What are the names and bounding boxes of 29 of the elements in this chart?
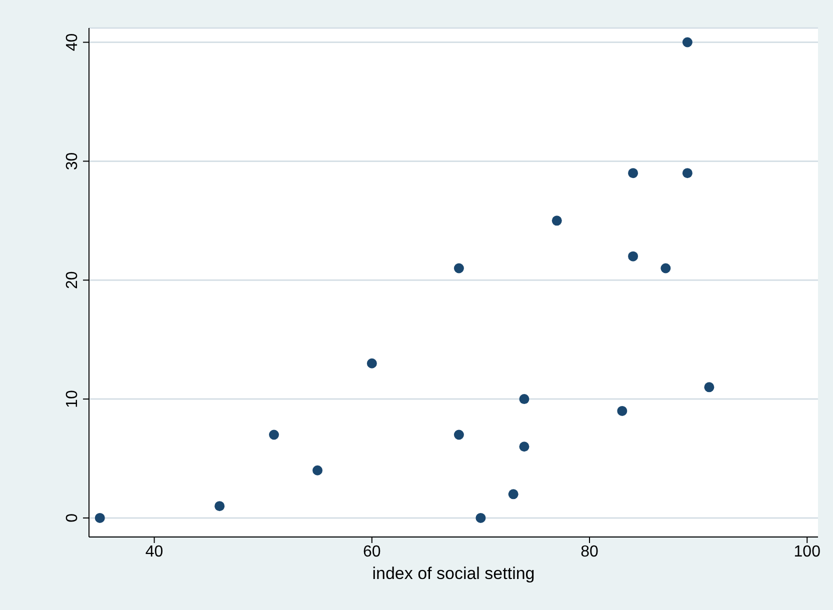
point [628, 168, 638, 178]
point [519, 442, 530, 452]
point [704, 382, 714, 392]
point [454, 430, 464, 440]
point [366, 358, 377, 368]
y-tick-label: 0 [64, 513, 81, 522]
point [617, 406, 628, 416]
point [682, 37, 692, 48]
point [552, 216, 562, 226]
point [628, 251, 638, 262]
point [312, 465, 322, 476]
point [214, 501, 225, 512]
point [682, 168, 692, 178]
point [454, 263, 464, 274]
x-tick-label: 100 [794, 543, 821, 560]
y-tick-label: 10 [64, 390, 81, 408]
y-tick-label: 30 [64, 152, 81, 170]
y-tick-label: 20 [64, 271, 81, 290]
y-tick-label: 40 [64, 33, 81, 52]
point [94, 512, 105, 523]
point [660, 263, 671, 274]
point [476, 512, 486, 523]
x-tick-label: 60 [362, 543, 381, 560]
x-tick-label: 80 [580, 543, 599, 560]
point [519, 394, 530, 404]
x-tick-label: 40 [145, 543, 164, 560]
point [268, 430, 279, 440]
point [508, 489, 518, 500]
x-axis-title: index of social setting [372, 564, 535, 583]
